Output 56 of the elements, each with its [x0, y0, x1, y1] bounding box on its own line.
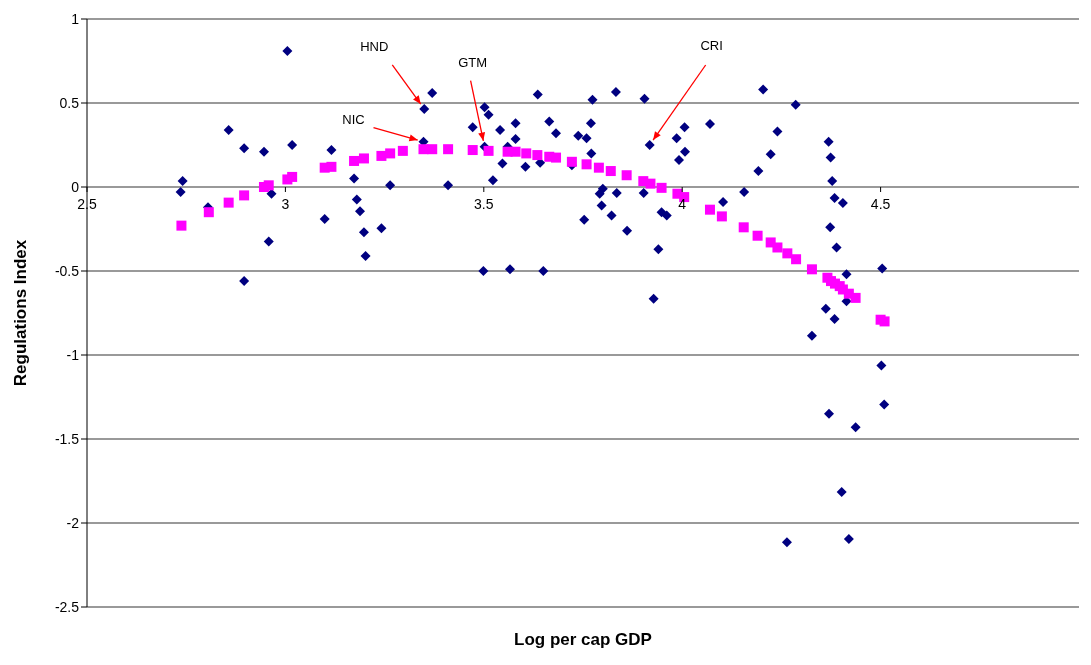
- point: [850, 292, 861, 303]
- point: [397, 145, 408, 156]
- point: [593, 162, 604, 173]
- point: [467, 145, 478, 156]
- point: [581, 159, 592, 170]
- y-tick-label: -1.5: [54, 430, 80, 447]
- point: [376, 150, 387, 161]
- point: [427, 144, 438, 155]
- point: [605, 166, 616, 177]
- point: [772, 242, 783, 253]
- point: [349, 155, 360, 166]
- point: [716, 211, 727, 222]
- point: [239, 190, 250, 201]
- annotation: GTM: [458, 54, 488, 70]
- point: [645, 178, 656, 189]
- point: [566, 156, 577, 167]
- point: [203, 207, 214, 218]
- point: [532, 150, 543, 161]
- point: [782, 248, 793, 259]
- point: [738, 222, 749, 233]
- y-tick-label: -2.5: [54, 598, 80, 615]
- x-axis-title: Log per cap GDP: [514, 630, 652, 649]
- point: [752, 230, 763, 241]
- point: [358, 153, 369, 164]
- point: [287, 171, 298, 182]
- y-tick-label: -0.5: [54, 262, 80, 279]
- y-tick-label: 1: [71, 10, 80, 27]
- x-tick-label: 3.5: [474, 196, 494, 212]
- point: [176, 220, 187, 231]
- y-tick-label: -1: [66, 346, 80, 363]
- y-tick-label: 0.5: [59, 94, 80, 111]
- point: [326, 161, 337, 172]
- point: [521, 148, 532, 159]
- point: [443, 144, 454, 155]
- point: [806, 264, 817, 275]
- y-tick-label: -2: [66, 514, 80, 531]
- point: [510, 146, 521, 157]
- point: [621, 170, 632, 181]
- point: [551, 152, 562, 163]
- point: [483, 145, 494, 156]
- point: [791, 254, 802, 265]
- annotation: HND: [360, 38, 389, 54]
- point: [263, 180, 274, 191]
- point: [879, 316, 890, 327]
- x-tick-label: 3: [281, 196, 290, 212]
- annotation: CRI: [700, 38, 723, 53]
- point: [385, 148, 396, 159]
- point: [656, 182, 667, 193]
- annotation: NIC: [342, 111, 365, 127]
- point: [418, 144, 429, 155]
- y-axis-title: Regulations Index: [11, 239, 31, 387]
- point: [223, 197, 234, 208]
- y-tick-label: 0: [71, 178, 80, 195]
- x-tick-label: 4.5: [870, 196, 891, 212]
- point: [704, 204, 715, 215]
- x-tick-label: 2.5: [77, 196, 97, 212]
